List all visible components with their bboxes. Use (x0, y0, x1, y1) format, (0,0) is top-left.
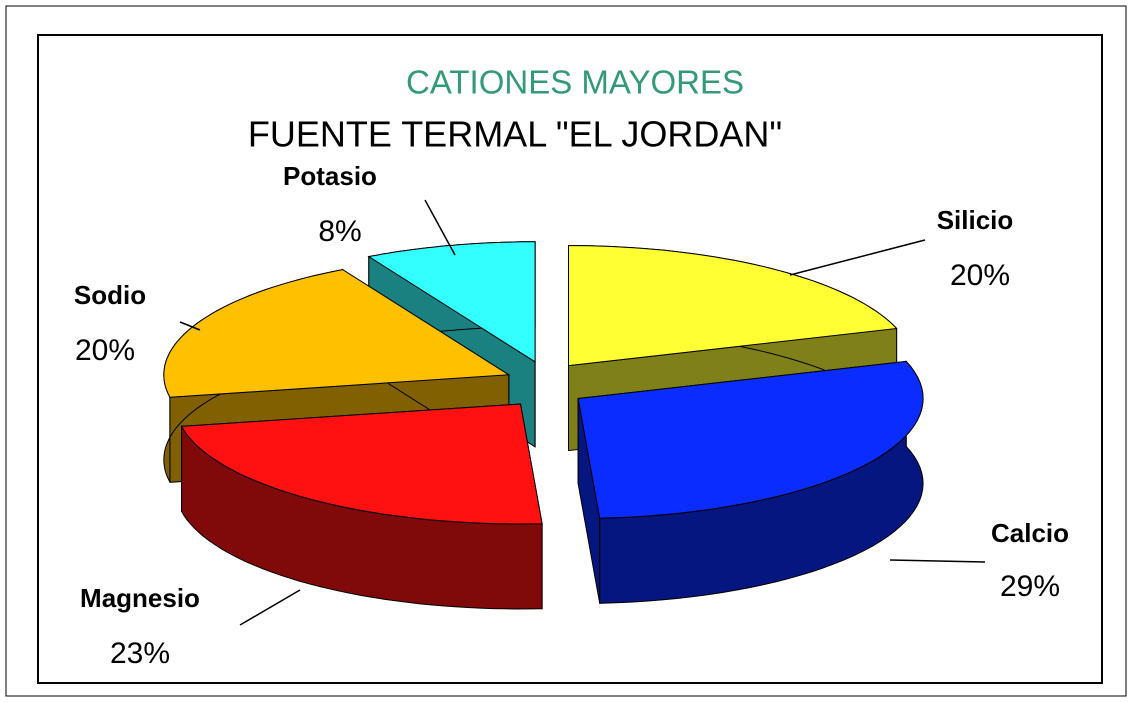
value-label: 20% (950, 259, 1010, 292)
leader-line (239, 589, 301, 626)
value-label: 20% (75, 334, 135, 367)
value-label: 23% (110, 637, 170, 670)
slice (180, 403, 543, 525)
slice-label: Sodio (74, 280, 146, 310)
slice-label: Magnesio (80, 583, 200, 613)
labels: Silicio 20% Calcio 29% Magnesio 23% Sodio 20% Po… (74, 161, 1069, 670)
leader-line (889, 559, 986, 563)
slice-label: Silicio (937, 205, 1014, 235)
chart-subtitle: FUENTE TERMAL "EL JORDAN" (248, 114, 782, 155)
pie (163, 241, 924, 610)
leaders (179, 199, 986, 626)
slice (577, 360, 924, 519)
chart-title: CATIONES MAYORES (406, 64, 744, 101)
leader-line (789, 239, 926, 276)
slice (163, 269, 511, 398)
slice-label: Calcio (991, 518, 1069, 548)
value-label: 29% (1000, 570, 1060, 603)
outer-frame (5, 5, 1127, 697)
chart-frame (37, 34, 1103, 684)
slice-label: Potasio (283, 161, 377, 191)
leader-line (424, 199, 456, 256)
leader-line (179, 321, 201, 331)
value-label: 8% (318, 215, 361, 248)
slice (568, 245, 898, 367)
